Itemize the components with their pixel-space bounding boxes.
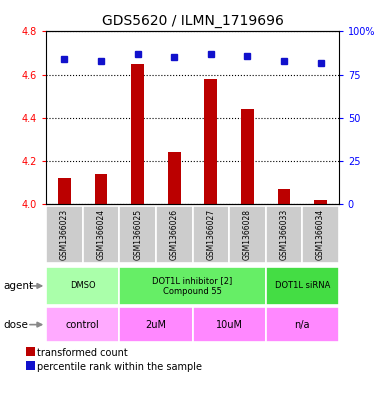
Text: 2uM: 2uM <box>146 320 166 330</box>
Bar <box>229 206 266 263</box>
Bar <box>95 174 107 204</box>
Text: GSM1366026: GSM1366026 <box>170 209 179 261</box>
Bar <box>83 206 119 263</box>
Bar <box>131 64 144 204</box>
Bar <box>119 307 192 342</box>
Bar <box>266 307 339 342</box>
Bar <box>302 206 339 263</box>
Bar <box>192 307 266 342</box>
Bar <box>46 267 119 305</box>
Text: n/a: n/a <box>295 320 310 330</box>
Bar <box>266 206 302 263</box>
Text: GSM1366025: GSM1366025 <box>133 209 142 261</box>
Bar <box>314 200 327 204</box>
Text: DOT1L inhibitor [2]
Compound 55: DOT1L inhibitor [2] Compound 55 <box>152 276 233 296</box>
Text: DMSO: DMSO <box>70 281 95 290</box>
Text: GSM1366024: GSM1366024 <box>97 209 105 261</box>
Bar <box>156 206 192 263</box>
Bar <box>119 206 156 263</box>
Text: percentile rank within the sample: percentile rank within the sample <box>37 362 202 372</box>
Bar <box>266 267 339 305</box>
Bar <box>119 267 266 305</box>
Bar <box>46 307 119 342</box>
Text: GSM1366028: GSM1366028 <box>243 209 252 260</box>
Text: GSM1366027: GSM1366027 <box>206 209 215 261</box>
Bar <box>26 347 35 356</box>
Text: DOT1L siRNA: DOT1L siRNA <box>275 281 330 290</box>
Bar <box>204 79 217 204</box>
Text: agent: agent <box>4 281 34 291</box>
Bar <box>58 178 71 204</box>
Text: GSM1366033: GSM1366033 <box>280 209 288 261</box>
Text: GSM1366023: GSM1366023 <box>60 209 69 261</box>
Bar <box>192 206 229 263</box>
Bar <box>241 109 254 204</box>
Bar <box>46 206 83 263</box>
Text: GSM1366034: GSM1366034 <box>316 209 325 261</box>
Text: GDS5620 / ILMN_1719696: GDS5620 / ILMN_1719696 <box>102 14 283 28</box>
Text: 10uM: 10uM <box>216 320 243 330</box>
Text: dose: dose <box>4 320 29 330</box>
Text: transformed count: transformed count <box>37 347 127 358</box>
Bar <box>26 361 35 370</box>
Bar <box>278 189 290 204</box>
Text: control: control <box>66 320 100 330</box>
Bar <box>168 152 181 204</box>
